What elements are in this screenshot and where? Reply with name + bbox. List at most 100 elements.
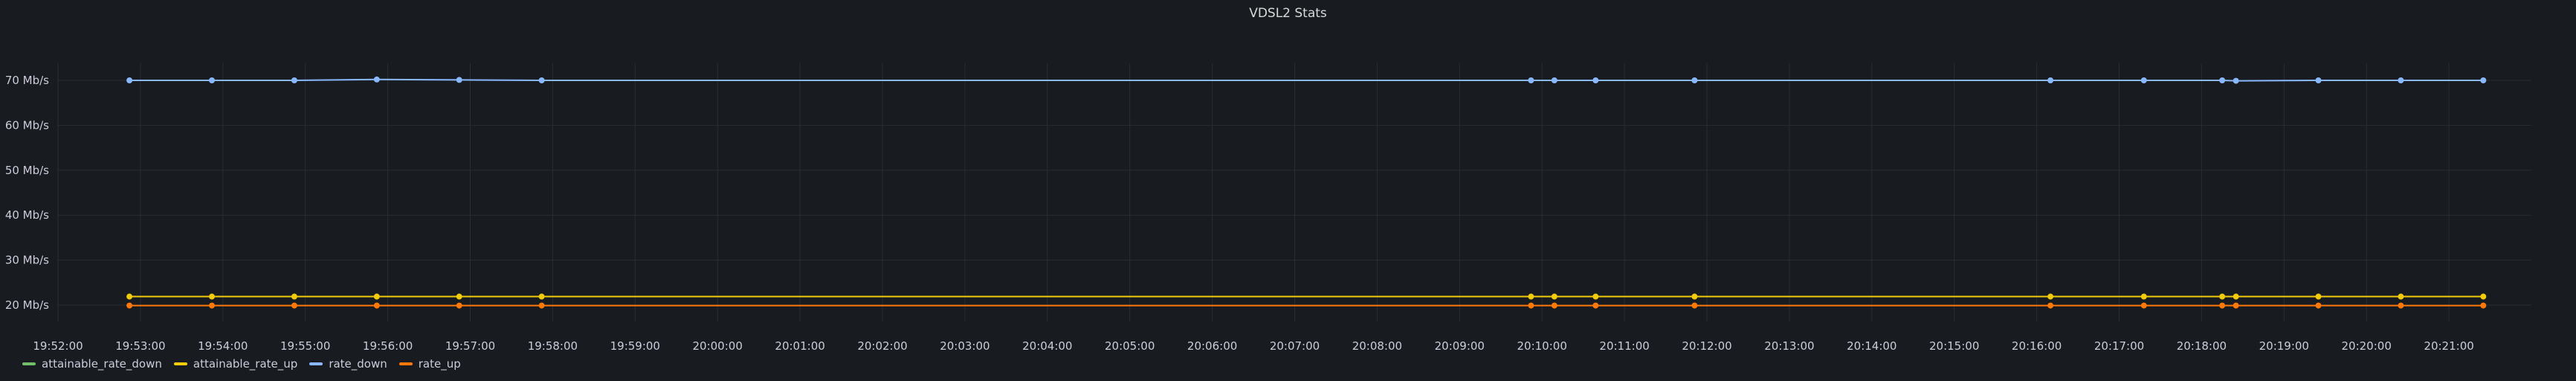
data-point-rate_down	[1551, 77, 1557, 83]
x-tick-label: 20:03:00	[940, 339, 990, 353]
legend-label: rate_up	[418, 357, 461, 371]
data-point-rate_up	[1551, 302, 1557, 309]
data-point-attainable_rate_up	[2219, 293, 2226, 300]
series-lines	[129, 78, 2484, 307]
x-tick-label: 19:58:00	[528, 339, 578, 353]
x-tick-label: 19:56:00	[363, 339, 413, 353]
legend-item-attainable-rate-down[interactable]: attainable_rate_down	[22, 357, 162, 371]
data-point-rate_down	[2398, 77, 2404, 83]
x-tick-label: 20:04:00	[1022, 339, 1072, 353]
legend-item-attainable-rate-up[interactable]: attainable_rate_up	[173, 357, 298, 371]
data-point-rate_up	[2480, 302, 2487, 309]
x-tick-label: 19:53:00	[115, 339, 165, 353]
x-tick-label: 20:02:00	[857, 339, 907, 353]
legend-item-rate-up[interactable]: rate_up	[398, 357, 461, 371]
legend-item-rate-down[interactable]: rate_down	[309, 357, 387, 371]
data-point-attainable_rate_up	[1592, 293, 1599, 300]
data-point-rate_up	[2047, 302, 2054, 309]
data-point-attainable_rate_up	[291, 293, 297, 300]
data-point-rate_down	[2219, 77, 2226, 83]
x-tick-label: 20:20:00	[2342, 339, 2392, 353]
x-tick-label: 20:13:00	[1764, 339, 1814, 353]
data-point-rate_down	[291, 77, 297, 83]
x-tick-label: 20:18:00	[2177, 339, 2227, 353]
data-point-rate_down	[2315, 77, 2322, 83]
y-tick-label: 60 Mb/s	[5, 118, 49, 132]
x-axis: 19:52:00 19:53:00 19:54:00 19:55:00 19:56:00…	[33, 339, 2473, 353]
x-tick-label: 20:12:00	[1682, 339, 1731, 353]
data-point-attainable_rate_up	[2315, 293, 2322, 300]
data-point-attainable_rate_up	[1551, 293, 1557, 300]
x-tick-label: 20:06:00	[1187, 339, 1237, 353]
data-point-attainable_rate_up	[456, 293, 462, 300]
data-point-attainable_rate_up	[373, 293, 380, 300]
y-tick-label: 70 Mb/s	[5, 74, 49, 87]
data-point-rate_down	[209, 77, 216, 83]
x-tick-label: 19:52:00	[33, 339, 83, 353]
data-point-attainable_rate_up	[209, 293, 216, 300]
x-tick-label: 20:08:00	[1352, 339, 1402, 353]
data-point-rate_down	[2047, 77, 2054, 83]
data-point-rate_up	[1528, 302, 1534, 309]
x-tick-label: 20:00:00	[693, 339, 743, 353]
legend-label: attainable_rate_up	[193, 357, 298, 371]
x-tick-label: 19:57:00	[445, 339, 495, 353]
data-point-rate_down	[1691, 77, 1698, 83]
x-tick-label: 20:17:00	[2094, 339, 2144, 353]
x-tick-label: 20:21:00	[2424, 339, 2473, 353]
data-point-attainable_rate_up	[2047, 293, 2054, 300]
data-point-attainable_rate_up	[538, 293, 545, 300]
data-point-rate_up	[126, 302, 133, 309]
legend-swatch	[22, 362, 36, 365]
x-tick-label: 20:11:00	[1599, 339, 1649, 353]
y-tick-label: 50 Mb/s	[5, 164, 49, 177]
data-point-rate_up	[2219, 302, 2226, 309]
data-point-rate_down	[538, 77, 545, 83]
data-point-rate_up	[2398, 302, 2404, 309]
data-point-rate_up	[2315, 302, 2322, 309]
data-point-rate_down	[2480, 77, 2487, 83]
x-tick-label: 20:09:00	[1435, 339, 1485, 353]
data-point-attainable_rate_up	[2398, 293, 2404, 300]
legend-label: rate_down	[329, 357, 387, 371]
x-tick-label: 20:15:00	[1929, 339, 1979, 353]
data-point-rate_up	[209, 302, 216, 309]
data-point-attainable_rate_up	[2140, 293, 2147, 300]
x-tick-label: 20:05:00	[1105, 339, 1155, 353]
data-point-rate_up	[2140, 302, 2147, 309]
data-point-rate_up	[373, 302, 380, 309]
data-point-rate_down	[373, 76, 380, 83]
data-point-attainable_rate_up	[2480, 293, 2487, 300]
data-point-rate_down	[2140, 77, 2147, 83]
y-tick-label: 40 Mb/s	[5, 208, 49, 222]
series-line-rate_down	[129, 78, 2484, 82]
panel-title[interactable]: VDSL2 Stats	[1249, 6, 1327, 21]
data-point-attainable_rate_up	[1691, 293, 1698, 300]
data-point-attainable_rate_up	[2233, 293, 2239, 300]
legend-swatch	[173, 362, 187, 365]
data-point-rate_up	[456, 302, 462, 309]
x-tick-label: 20:07:00	[1270, 339, 1320, 353]
legend-swatch	[398, 362, 413, 365]
data-point-rate_up	[1592, 302, 1599, 309]
x-tick-label: 19:55:00	[280, 339, 330, 353]
y-tick-label: 20 Mb/s	[5, 298, 49, 312]
x-tick-label: 20:10:00	[1517, 339, 1567, 353]
x-tick-label: 20:14:00	[1847, 339, 1897, 353]
data-point-rate_down	[2233, 77, 2239, 84]
x-tick-label: 20:16:00	[2012, 339, 2062, 353]
data-point-rate_up	[2233, 302, 2239, 309]
data-point-rate_down	[1528, 77, 1534, 83]
legend-swatch	[309, 362, 323, 365]
data-point-attainable_rate_up	[126, 293, 133, 300]
grid	[57, 63, 2531, 321]
x-tick-label: 20:01:00	[775, 339, 824, 353]
y-tick-label: 30 Mb/s	[5, 254, 49, 267]
y-axis: 20 Mb/s 30 Mb/s 40 Mb/s 50 Mb/s 60 Mb/s 70 Mb…	[5, 74, 49, 312]
data-point-rate_up	[1691, 302, 1698, 309]
legend: attainable_rate_down attainable_rate_up ra…	[22, 357, 461, 371]
x-tick-label: 19:54:00	[198, 339, 248, 353]
data-point-rate_down	[126, 77, 133, 83]
